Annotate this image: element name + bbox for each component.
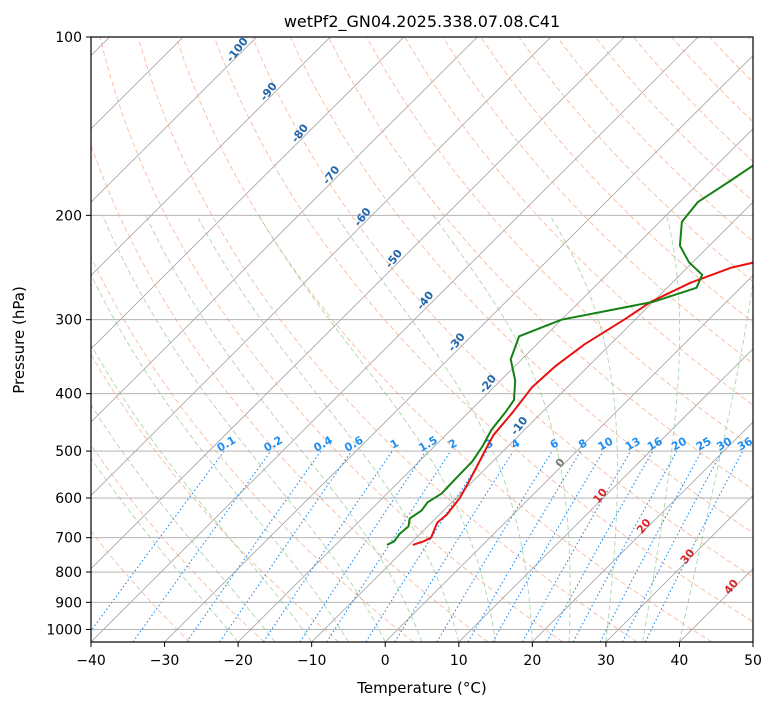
x-tick-label: −10 <box>297 653 327 669</box>
moist-adiabat-line <box>91 457 239 642</box>
isotherm-line <box>91 37 478 423</box>
isotherm-line <box>384 274 753 642</box>
mixing-ratio-line <box>219 450 353 642</box>
y-tick-label: 600 <box>55 491 82 507</box>
mixing-ratio-line <box>91 450 225 632</box>
dry-adiabat-line <box>290 37 753 534</box>
y-axis-title: Pressure (hPa) <box>10 286 28 394</box>
x-tick-label: −20 <box>223 653 253 669</box>
background-lines <box>91 37 753 642</box>
isotherm-line <box>237 128 753 642</box>
moist-adiabat-line <box>642 215 681 642</box>
dry-adiabat-line <box>91 143 489 642</box>
x-tick-label: 0 <box>381 653 390 669</box>
moist-adiabat-line <box>102 215 386 642</box>
dry-adiabat-line <box>137 37 638 642</box>
y-tick-label: 700 <box>55 531 82 547</box>
dry-adiabat-line <box>213 37 753 623</box>
y-tick-label: 1000 <box>46 622 82 638</box>
isotherm-line <box>458 348 753 642</box>
mixing-ratio-line <box>326 450 452 642</box>
x-tick-label: 20 <box>523 653 541 669</box>
isotherm-line <box>91 37 625 570</box>
dry-adiabat-line <box>99 37 563 642</box>
mixing-ratio-line <box>365 450 488 642</box>
pressure-gridlines <box>91 37 753 630</box>
y-tick-label: 200 <box>55 208 82 224</box>
x-tick-label: 50 <box>744 653 762 669</box>
moist-adiabat-line <box>91 343 313 642</box>
x-tick-label: 30 <box>597 653 615 669</box>
isotherm-line <box>605 494 753 642</box>
dry-adiabat-line <box>366 37 753 448</box>
y-tick-label: 900 <box>55 595 82 611</box>
dry-adiabat-line <box>518 37 753 283</box>
mixing-ratio-line <box>572 450 678 642</box>
dewpoint-profile-line <box>386 164 753 546</box>
isotherm-line <box>91 37 258 203</box>
isotherm-line <box>311 201 753 642</box>
chart-title: wetPf2_GN04.2025.338.07.08.C41 <box>284 12 560 32</box>
dry-adiabat-line <box>175 37 713 642</box>
mixing-ratio-label: 36 <box>735 434 755 453</box>
mixing-ratio-line <box>132 450 272 642</box>
moist-adiabat-line <box>145 215 423 642</box>
mixing-ratio-line <box>299 450 427 642</box>
isotherm-line <box>532 421 753 642</box>
mixing-ratio-line <box>436 450 553 642</box>
dry-adiabat-line <box>404 37 753 406</box>
isotherm-line <box>164 54 753 642</box>
dry-adiabat-line <box>633 37 753 162</box>
moist-adiabat-line <box>258 215 497 642</box>
isotherm-line <box>91 37 405 350</box>
x-axis-title: Temperature (°C) <box>356 679 486 697</box>
dry-adiabat-line <box>91 255 414 642</box>
x-tick-label: −40 <box>76 653 106 669</box>
mixing-ratio-line <box>644 450 744 642</box>
dry-adiabat-line <box>328 37 753 491</box>
mixing-ratio-line <box>546 450 654 642</box>
moist-adiabat-line <box>91 403 276 642</box>
isotherm-line <box>91 37 331 277</box>
mixing-ratio-line <box>186 450 322 642</box>
y-tick-label: 400 <box>55 387 82 403</box>
temperature-profile-line <box>412 261 753 546</box>
mixing-ratio-line <box>263 450 393 642</box>
y-tick-label: 500 <box>55 444 82 460</box>
x-tick-label: 10 <box>450 653 468 669</box>
dry-adiabat-line <box>557 37 753 242</box>
x-tick-label: 40 <box>671 653 689 669</box>
x-tick-label: −30 <box>150 653 180 669</box>
plot-frame <box>90 36 754 643</box>
mixing-ratio-line <box>522 450 632 642</box>
moist-adiabat-line <box>196 215 460 642</box>
y-tick-label: 300 <box>55 313 82 329</box>
y-axis-ticks: 100 200 300 400 500 600 700 800 900 1000 <box>46 30 91 638</box>
moist-adiabat-line <box>678 278 753 642</box>
y-tick-label: 100 <box>55 30 82 46</box>
mixing-ratio-line <box>599 450 703 642</box>
sounding-profiles <box>386 164 753 546</box>
moist-adiabat-line <box>549 215 618 642</box>
dry-adiabat-line <box>252 37 753 578</box>
dry-adiabat-line <box>442 37 753 364</box>
isotherm-line <box>91 37 552 496</box>
y-tick-label: 800 <box>55 565 82 581</box>
x-axis-ticks: −40 −30 −20 −10 0 10 20 30 40 50 <box>76 642 762 669</box>
